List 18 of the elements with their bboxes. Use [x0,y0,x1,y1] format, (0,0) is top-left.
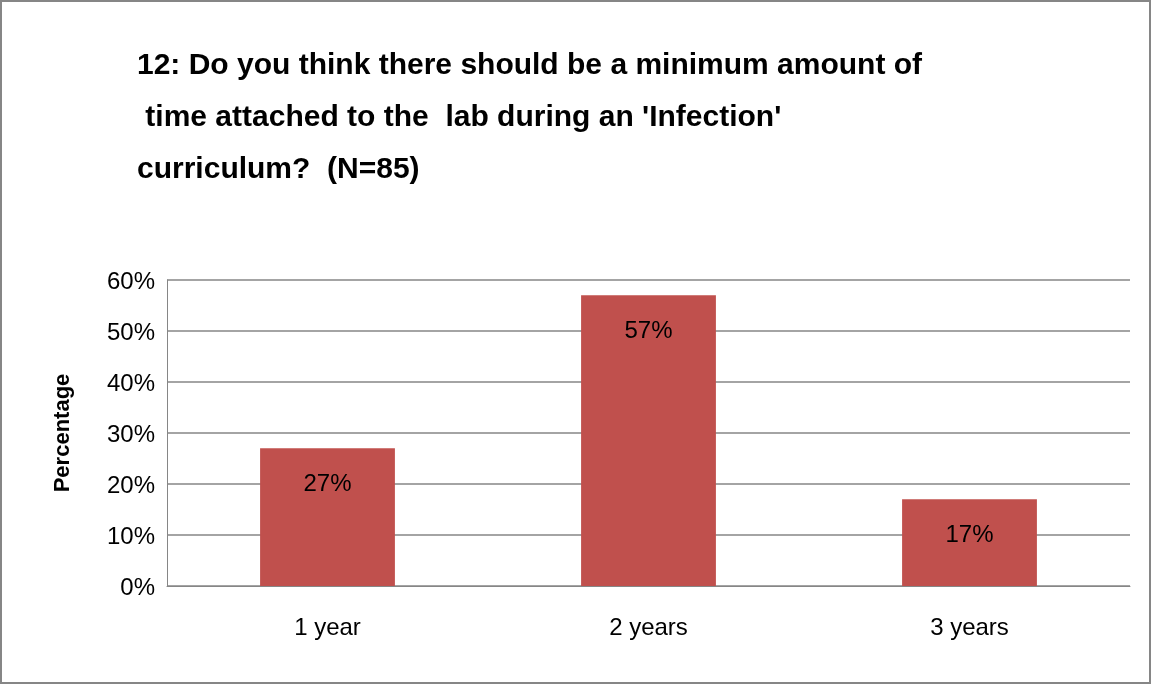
y-tick-label: 30% [106,419,155,447]
data-label: 17% [945,519,994,547]
y-tick-label: 60% [106,266,155,294]
y-tick-label: 20% [106,470,155,498]
data-label: 57% [624,315,673,343]
data-label: 27% [303,468,352,496]
x-tick-label: 2 years [609,612,688,640]
bar [581,295,716,586]
y-tick-label: 0% [120,572,155,600]
y-tick-label: 40% [106,368,155,396]
y-axis-title: Percentage [48,373,74,493]
bar [260,448,395,586]
chart-title: 12: Do you think there should be a minimum amount of time attached to the lab during an 'Infection' curriculum? (N=85) [137,46,924,184]
y-tick-label: 10% [106,521,155,549]
x-tick-label: 1 year [294,612,361,640]
y-tick-label: 50% [106,317,155,345]
x-tick-label: 3 years [930,612,1009,640]
bar [902,499,1037,586]
